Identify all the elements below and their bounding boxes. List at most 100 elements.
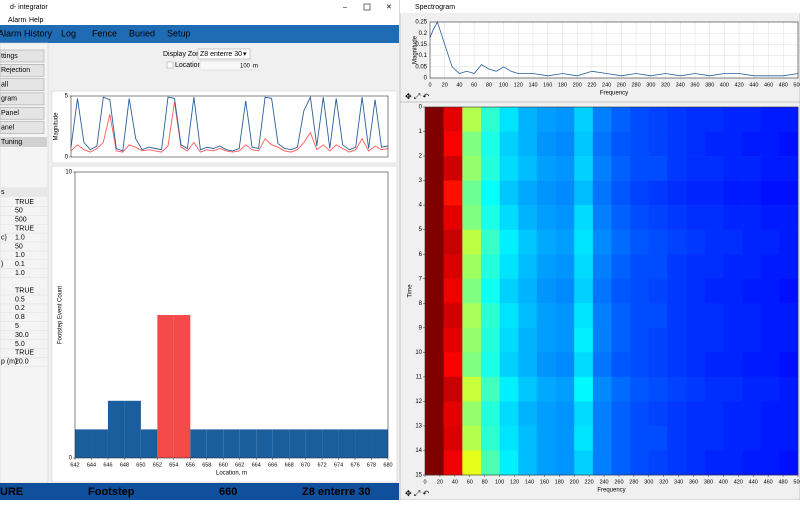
heat-cell xyxy=(425,131,444,157)
heat-cell xyxy=(480,401,500,427)
x-tick-label: 40 xyxy=(452,479,458,485)
heat-cell xyxy=(555,450,575,476)
heat-cell xyxy=(555,327,575,353)
heat-cell xyxy=(611,131,631,157)
bar xyxy=(239,429,257,458)
sidebar-button[interactable] xyxy=(0,106,45,120)
chart: 0 0.05 0.1 0.15 0.2 0.25 0 20 40 60 80 100 120 140 160… xyxy=(413,20,800,97)
menu-item[interactable]: Help xyxy=(29,17,44,24)
toolbar-icons[interactable]: ✥ ⤢ ↶ xyxy=(405,92,430,101)
heat-cell xyxy=(518,450,538,476)
heat-cell xyxy=(648,401,668,427)
minimize[interactable]: – xyxy=(343,4,347,11)
status-state: URE xyxy=(0,486,23,498)
x-tick-label: 120 xyxy=(514,82,523,88)
sidebar-button[interactable] xyxy=(0,78,45,91)
heat-cell xyxy=(536,278,556,304)
heat-cell xyxy=(742,107,761,132)
heat-cell xyxy=(443,303,463,329)
property-value: 5.0 xyxy=(15,341,25,348)
y-tick-label: 10 xyxy=(65,170,72,176)
sidebar-button[interactable] xyxy=(0,92,45,106)
heat-cell xyxy=(667,254,687,280)
heat-cell xyxy=(480,450,500,476)
heat-cell xyxy=(518,327,538,353)
y-tick-label: 4 xyxy=(419,203,423,209)
heat-cell xyxy=(536,180,556,206)
heat-cell xyxy=(536,425,556,451)
heat-cell xyxy=(723,205,743,230)
heat-cell xyxy=(742,278,761,304)
bar xyxy=(124,400,141,458)
nav-item[interactable]: Fence xyxy=(92,28,117,38)
heat-cell xyxy=(574,352,594,378)
maximize[interactable] xyxy=(363,3,371,11)
zone-select[interactable] xyxy=(197,48,251,60)
x-tick-label: 360 xyxy=(690,82,699,88)
x-tick-label: 380 xyxy=(705,82,714,88)
y-tick-label: 0 xyxy=(419,105,423,111)
close[interactable]: ✕ xyxy=(386,4,392,11)
sidebar-button[interactable] xyxy=(0,121,45,134)
heat-cell xyxy=(592,205,612,230)
x-tick-label: 200 xyxy=(570,479,579,485)
heat-cell xyxy=(592,425,612,451)
x-tick-label: 500 xyxy=(793,479,800,485)
heat-cell xyxy=(592,303,612,329)
heat-cell xyxy=(555,278,575,304)
nav-item[interactable]: Alarm History xyxy=(0,28,53,38)
heat-cell xyxy=(425,401,444,427)
heat-cell xyxy=(742,131,761,157)
heat-cell xyxy=(536,156,556,181)
y-tick-label: 9 xyxy=(419,325,423,331)
heat-cell xyxy=(462,205,482,230)
dropdown-arrow: ▾ xyxy=(243,51,247,58)
heat-cell xyxy=(555,254,575,280)
heat-cell xyxy=(425,303,444,329)
x-tick-label: 500 xyxy=(793,82,800,88)
bar xyxy=(272,429,290,458)
checkbox[interactable] xyxy=(166,61,174,69)
sidebar-button-label: anel xyxy=(1,124,15,131)
bar xyxy=(256,429,273,458)
y-tick-label: 15 xyxy=(415,473,422,479)
heat-cell xyxy=(760,352,780,378)
y-tick-label: 3 xyxy=(419,178,423,184)
x-tick-label: 140 xyxy=(528,82,537,88)
heat-cell xyxy=(499,107,519,132)
location-label: Location xyxy=(175,62,202,69)
x-tick-label: 20 xyxy=(437,479,443,485)
heat-cell xyxy=(480,156,500,181)
heat-cell xyxy=(518,401,538,427)
x-tick-label: 674 xyxy=(334,462,343,468)
bar xyxy=(107,400,125,458)
toolbar-icons[interactable]: ✥ ⤢ ↶ xyxy=(405,489,430,498)
heat-cell xyxy=(574,254,594,280)
heat-cell xyxy=(667,156,687,181)
y-tick-label: 0 xyxy=(65,155,69,161)
heat-cell xyxy=(555,180,575,206)
heat-cell xyxy=(462,254,482,280)
nav-item[interactable]: Setup xyxy=(167,28,191,38)
sidebar-button[interactable] xyxy=(0,49,45,63)
heat-cell xyxy=(648,254,668,280)
heat-cell xyxy=(443,425,463,451)
heat-cell xyxy=(592,450,612,476)
heat-cell xyxy=(760,401,780,427)
sidebar-button[interactable] xyxy=(0,64,45,77)
nav-item[interactable]: Log xyxy=(61,28,76,38)
nav-item[interactable]: Buried xyxy=(129,28,155,38)
location-field[interactable] xyxy=(199,60,253,71)
heat-cell xyxy=(611,156,631,181)
heat-cell xyxy=(499,131,519,157)
x-tick-label: 160 xyxy=(543,82,552,88)
status-zone: Z8 enterre 30 xyxy=(302,486,370,498)
heat-cell xyxy=(574,278,594,304)
x-tick-label: 220 xyxy=(585,479,594,485)
heat-cell xyxy=(686,401,706,427)
heat-cell xyxy=(592,327,612,353)
heat-cell xyxy=(723,107,743,132)
menu-item[interactable]: Alarm xyxy=(8,17,26,24)
heat-cell xyxy=(779,450,799,476)
bar xyxy=(338,429,356,458)
